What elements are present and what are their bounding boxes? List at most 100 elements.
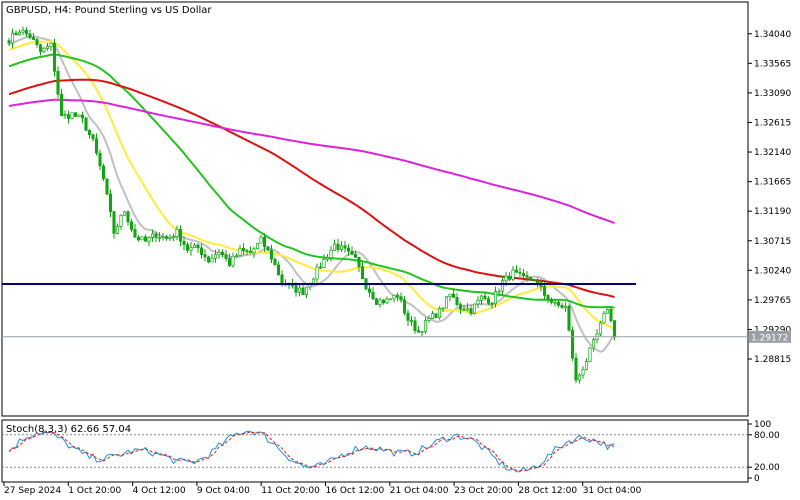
candle (343, 245, 347, 249)
price-axis[interactable]: 1.34040 1.33565 1.33090 1.32615 1.32140 1.316… (748, 30, 791, 365)
candle (217, 251, 221, 256)
candle (357, 256, 361, 268)
candle (52, 42, 57, 72)
stoch-axis-label: 80.00 (754, 431, 780, 441)
candle (199, 247, 204, 255)
candle (430, 313, 435, 319)
candle (441, 307, 445, 310)
time-axis-label: 4 Oct 12:00 (133, 486, 186, 496)
candle (514, 269, 519, 273)
candle (521, 272, 526, 276)
candle (255, 242, 260, 250)
candle (472, 303, 477, 314)
candle (458, 304, 463, 310)
candle (511, 269, 515, 280)
candle (147, 237, 151, 242)
candle (280, 274, 284, 284)
candle (297, 287, 302, 293)
candle (542, 286, 547, 296)
stoch-axis-label: 100 (754, 420, 771, 430)
price-axis-label: 1.30240 (754, 266, 791, 276)
candle (42, 48, 46, 52)
candle (98, 152, 102, 167)
candle (602, 312, 606, 324)
price-axis-label: 1.30715 (754, 237, 791, 247)
candle (224, 254, 228, 259)
candle (399, 296, 403, 301)
candle (10, 32, 15, 44)
candle (455, 297, 459, 305)
candle (66, 114, 71, 119)
candle (80, 114, 85, 119)
ma-line-200 (8, 98, 615, 224)
candle (353, 254, 358, 258)
candle (126, 211, 130, 223)
candle (567, 305, 571, 331)
candle (563, 305, 568, 308)
candle (378, 299, 382, 305)
candle (490, 302, 494, 305)
candle (63, 114, 67, 117)
time-axis[interactable]: 27 Sep 2024 1 Oct 20:00 4 Oct 12:00 9 Oct 0… (3, 482, 642, 496)
candle (210, 257, 214, 263)
candle (168, 236, 172, 239)
candle (381, 299, 386, 304)
candle (465, 308, 470, 311)
candle (479, 295, 484, 301)
candle (133, 229, 137, 238)
candle (591, 339, 596, 349)
candle (259, 236, 263, 244)
candle (360, 266, 365, 279)
price-axis-label: 1.33565 (754, 59, 791, 69)
candle (238, 247, 242, 256)
candle (154, 233, 158, 238)
time-axis-label: 21 Oct 04:00 (390, 486, 449, 496)
candle (388, 298, 393, 301)
candle (119, 214, 123, 227)
candle (528, 276, 533, 280)
time-axis-label: 23 Oct 20:00 (454, 486, 513, 496)
candle (35, 39, 39, 46)
candle (178, 228, 183, 242)
candle (14, 32, 18, 36)
candle (24, 30, 29, 35)
candle (584, 361, 589, 370)
candle (427, 318, 431, 321)
price-axis-label: 1.31665 (754, 178, 791, 188)
candle (311, 278, 316, 285)
candle (301, 287, 305, 295)
candle (518, 271, 522, 274)
candle (140, 236, 144, 241)
candle (59, 93, 64, 116)
candle (570, 329, 575, 359)
candle (269, 249, 274, 260)
candle (182, 240, 186, 245)
candle (434, 313, 438, 319)
candle (420, 331, 424, 333)
candle (49, 42, 53, 47)
candle (444, 296, 449, 309)
stochastic-panel[interactable]: Stoch(8,3,3) 62.66 57.04 (1, 419, 749, 483)
price-label-box (749, 330, 791, 343)
candle (385, 298, 389, 304)
time-axis-label: 11 Oct 20:00 (261, 486, 320, 496)
window-title: GBPUSD, H4: Pound Sterling vs US Dollar (6, 5, 212, 16)
candle (367, 288, 372, 293)
candle (108, 193, 113, 213)
candle (325, 257, 330, 260)
price-panel[interactable]: GBPUSD, H4: Pound Sterling vs US Dollar (1, 1, 749, 417)
price-axis-label: 1.33090 (754, 89, 791, 99)
candle (504, 275, 508, 282)
candle (231, 255, 235, 266)
candle (374, 298, 379, 305)
candle (164, 236, 169, 239)
candle (150, 233, 155, 238)
candle (577, 374, 582, 381)
candle (94, 138, 99, 154)
stochastic-panel-frame (1, 419, 749, 483)
candle (350, 250, 354, 255)
candle (448, 293, 452, 298)
candle (245, 250, 249, 252)
price-axis-label: 1.28815 (754, 355, 791, 365)
